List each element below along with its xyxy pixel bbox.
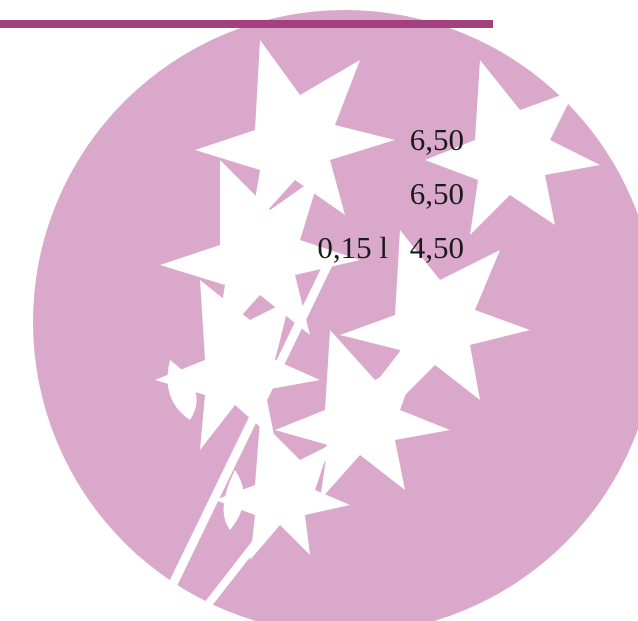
price: 4,50 (410, 232, 464, 263)
decoration (0, 0, 638, 621)
size: 0,15 l (317, 232, 388, 263)
price: 6,50 (410, 124, 464, 155)
price: 6,50 (410, 178, 464, 209)
page: 6,50 6,50 0,15 l 4,50 (() => { const dat… (0, 0, 638, 621)
header-bar (0, 20, 493, 28)
